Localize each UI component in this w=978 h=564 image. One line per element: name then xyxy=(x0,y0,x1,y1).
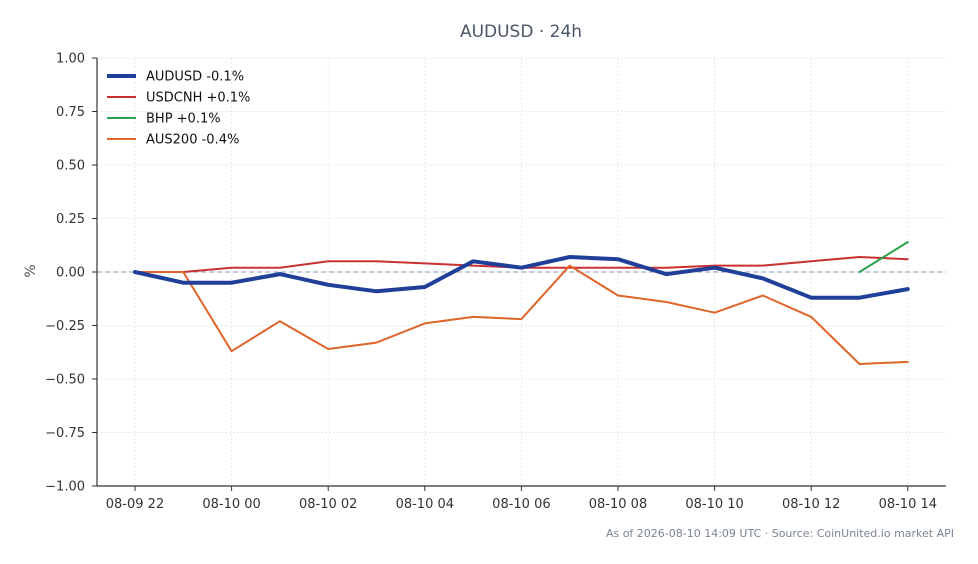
chart-title: AUDUSD · 24h xyxy=(460,22,582,42)
x-tick-label: 08-10 04 xyxy=(396,497,454,512)
legend-label-usdcnh: USDCNH +0.1% xyxy=(146,91,250,106)
x-tick-label: 08-10 12 xyxy=(782,497,840,512)
legend-label-aus200: AUS200 -0.4% xyxy=(146,133,239,148)
y-tick-label: −1.00 xyxy=(45,480,85,495)
series-line-bhp xyxy=(858,241,909,273)
x-tick-label: 08-10 10 xyxy=(685,497,743,512)
legend-label-audusd: AUDUSD -0.1% xyxy=(146,70,244,85)
series-line-aus200 xyxy=(134,264,909,365)
y-tick-label: 0.00 xyxy=(56,266,85,281)
y-tick-label: 0.50 xyxy=(56,159,85,174)
x-tick-label: 08-10 06 xyxy=(492,497,550,512)
y-tick-label: −0.75 xyxy=(45,426,85,441)
plot-series xyxy=(133,241,910,365)
series-line-audusd xyxy=(133,255,910,300)
x-tick-label: 08-09 22 xyxy=(106,497,164,512)
grid xyxy=(97,57,946,487)
x-tick-label: 08-10 14 xyxy=(879,497,937,512)
x-tick-label: 08-10 00 xyxy=(202,497,260,512)
legend: AUDUSD -0.1% USDCNH +0.1% BHP +0.1% AUS200 … xyxy=(107,70,250,148)
y-tick-label: −0.25 xyxy=(45,319,85,334)
x-tick-label: 08-10 08 xyxy=(589,497,647,512)
y-tick-label: 1.00 xyxy=(56,52,85,67)
y-tick-label: 0.75 xyxy=(56,105,85,120)
y-axis-label: % xyxy=(23,264,39,277)
y-tick-label: 0.25 xyxy=(56,212,85,227)
axes: 1.00 0.75 0.50 0.25 0.00 −0.25 −0.50 −0.75 −1.00… xyxy=(45,52,946,512)
footer-source: As of 2026-08-10 14:09 UTC · Source: Coi… xyxy=(606,527,954,540)
x-tick-label: 08-10 02 xyxy=(299,497,357,512)
legend-label-bhp: BHP +0.1% xyxy=(146,112,221,127)
y-tick-label: −0.50 xyxy=(45,373,85,388)
